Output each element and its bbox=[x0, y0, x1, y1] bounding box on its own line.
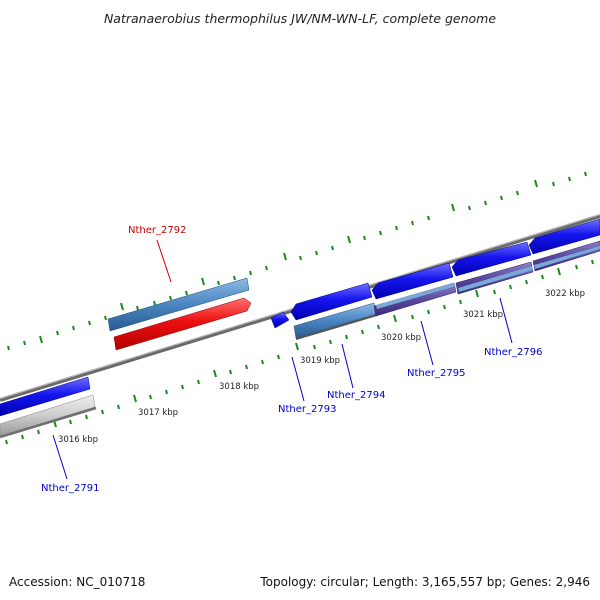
accession-text: Accession: NC_010718 bbox=[9, 575, 145, 589]
tick-label-3021: 3021 kbp bbox=[463, 310, 503, 320]
leader-2792 bbox=[156, 239, 172, 283]
leader-2796 bbox=[499, 297, 513, 344]
gene-label-2793[interactable]: Nther_2793 bbox=[278, 404, 336, 415]
gene-features bbox=[0, 218, 600, 439]
gene-label-2795[interactable]: Nther_2795 bbox=[407, 368, 465, 379]
tick-label-3018: 3018 kbp bbox=[219, 382, 259, 392]
tick-labels: 3016 kbp 3017 kbp 3018 kbp 3019 kbp 3020… bbox=[58, 289, 585, 445]
map-title: Natranaerobius thermophilus JW/NM-WN-LF,… bbox=[104, 11, 496, 26]
cds-nther-2792[interactable] bbox=[113, 297, 252, 351]
gene-feature-next bbox=[534, 246, 600, 269]
tick-label-3016: 3016 kbp bbox=[58, 435, 98, 445]
tick-label-3019: 3019 kbp bbox=[300, 356, 340, 366]
gene-labels: Nther_2791 Nther_2792 Nther_2793 Nther_2… bbox=[41, 225, 542, 494]
leader-2794 bbox=[341, 343, 354, 389]
tick-label-3020: 3020 kbp bbox=[381, 333, 421, 343]
cds-next-gene[interactable] bbox=[528, 218, 600, 255]
label-leaders bbox=[52, 239, 513, 480]
cds-nther-2791[interactable] bbox=[0, 376, 91, 417]
feature-shadow bbox=[0, 406, 97, 439]
leader-2793 bbox=[291, 356, 305, 402]
gene-feature-2792 bbox=[107, 277, 250, 332]
lower-tick-track bbox=[5, 259, 594, 445]
gene-label-2791[interactable]: Nther_2791 bbox=[41, 483, 99, 494]
feature-shadow bbox=[295, 314, 378, 340]
leader-2791 bbox=[52, 434, 68, 480]
upper-tick-track bbox=[7, 171, 587, 351]
cds-nther-2795[interactable] bbox=[371, 262, 454, 300]
gene-feature-2796 bbox=[458, 266, 533, 292]
tick-label-3017: 3017 kbp bbox=[138, 408, 178, 418]
tick-label-3022: 3022 kbp bbox=[545, 289, 585, 299]
gene-label-2794[interactable]: Nther_2794 bbox=[327, 390, 385, 401]
cds-nther-2794[interactable] bbox=[290, 282, 373, 321]
cds-nther-2796[interactable] bbox=[451, 241, 532, 277]
gene-feature-2795 bbox=[376, 283, 456, 309]
gene-label-2796[interactable]: Nther_2796 bbox=[484, 347, 542, 358]
leader-2795 bbox=[420, 320, 434, 366]
cds-nther-2793[interactable] bbox=[270, 311, 290, 329]
gene-label-2792[interactable]: Nther_2792 bbox=[128, 225, 186, 236]
genome-stats-text: Topology: circular; Length: 3,165,557 bp… bbox=[259, 575, 590, 589]
